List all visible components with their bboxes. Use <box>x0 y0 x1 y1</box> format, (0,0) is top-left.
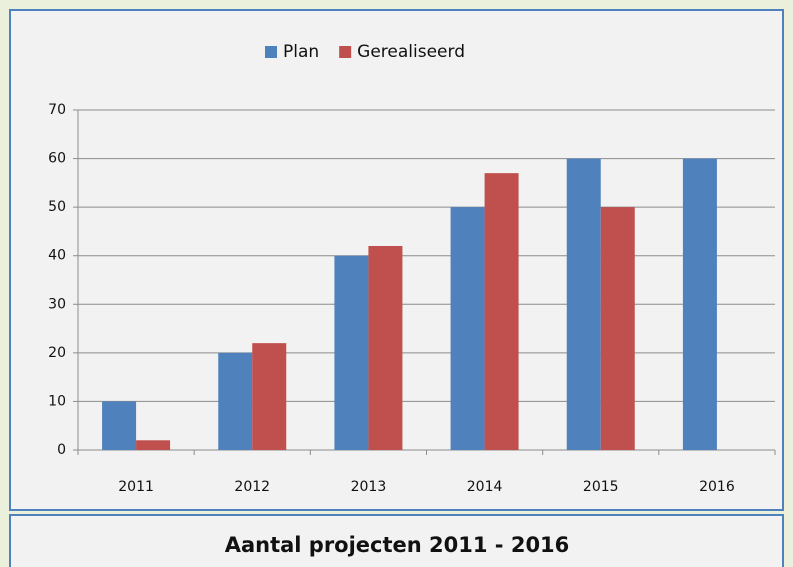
x-tick-label: 2015 <box>583 479 619 495</box>
bar <box>484 173 519 450</box>
legend-swatch <box>265 46 277 58</box>
bar <box>102 401 137 450</box>
legend-label: Gerealiseerd <box>357 42 465 62</box>
y-tick-label: 20 <box>48 345 66 361</box>
x-tick-label: 2014 <box>467 479 503 495</box>
y-tick-label: 40 <box>48 248 66 264</box>
y-tick-label: 0 <box>57 442 66 458</box>
x-tick-label: 2012 <box>234 479 270 495</box>
bar <box>136 440 171 450</box>
bar <box>682 158 717 451</box>
legend-swatch <box>339 46 352 58</box>
bar <box>334 255 369 450</box>
bar <box>450 207 485 450</box>
bar <box>252 343 287 450</box>
legend: Plan Gerealiseerd <box>265 42 465 62</box>
y-tick-label: 60 <box>48 151 66 167</box>
bar <box>600 207 635 450</box>
y-tick-label: 30 <box>48 296 66 312</box>
y-tick-label: 70 <box>48 102 66 118</box>
x-tick-label: 2011 <box>118 479 154 495</box>
x-tick-label: 2016 <box>699 479 735 495</box>
x-tick-label: 2013 <box>351 479 387 495</box>
bar <box>368 246 403 450</box>
bar <box>566 158 601 451</box>
chart-title: Aantal projecten 2011 - 2016 <box>225 533 570 557</box>
y-tick-label: 10 <box>48 393 66 409</box>
title-panel <box>9 514 784 567</box>
legend-label: Plan <box>283 42 319 62</box>
y-tick-label: 50 <box>48 199 66 215</box>
bar <box>218 352 253 450</box>
